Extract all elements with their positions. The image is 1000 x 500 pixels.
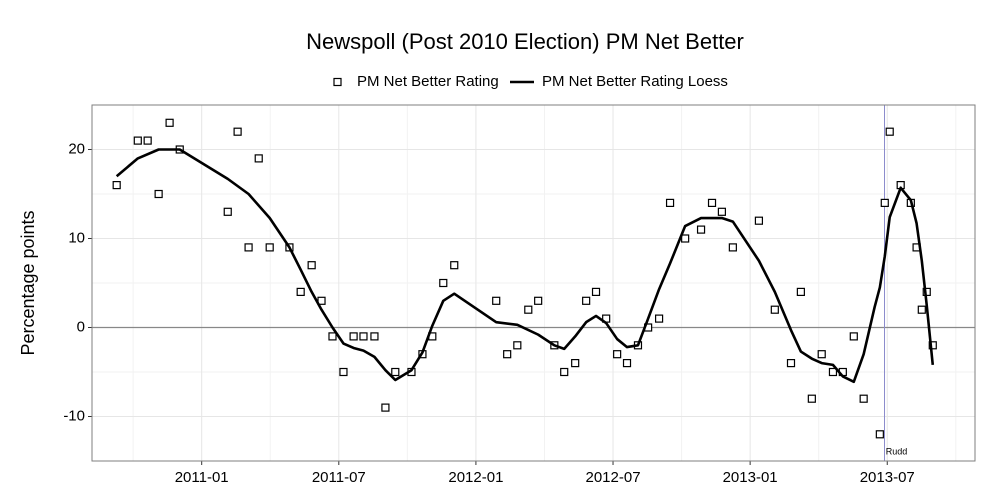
x-tick-label: 2012-07 [585, 469, 640, 486]
point [391, 367, 400, 377]
point [244, 243, 253, 252]
point [254, 154, 263, 163]
point [880, 198, 889, 207]
point [165, 118, 174, 127]
chart-title: Newspoll (Post 2010 Election) PM Net Bet… [306, 29, 744, 54]
point [296, 287, 305, 296]
point [875, 430, 884, 439]
point [307, 261, 316, 270]
point [707, 198, 717, 207]
point [439, 278, 448, 288]
legend-label: PM Net Better Rating [357, 73, 499, 90]
y-tick-label: 10 [68, 229, 85, 246]
point [339, 367, 348, 377]
x-tick-label: 2013-07 [860, 469, 915, 486]
point [917, 305, 926, 314]
point [450, 261, 459, 270]
point [112, 181, 121, 190]
point [534, 296, 543, 305]
point [133, 136, 142, 145]
point [786, 359, 796, 368]
point [654, 314, 664, 323]
y-axis-label: Percentage points [18, 210, 38, 355]
point [817, 350, 826, 359]
point [571, 359, 580, 368]
point [503, 350, 512, 359]
point [591, 287, 601, 296]
x-tick-label: 2013-01 [723, 469, 778, 486]
annotation-label: Rudd [886, 446, 908, 456]
y-tick-label: 0 [77, 318, 85, 335]
point [359, 332, 368, 341]
legend-label: PM Net Better Rating Loess [542, 73, 728, 90]
point [560, 367, 569, 377]
point [582, 296, 591, 305]
point [349, 332, 358, 341]
x-tick-label: 2011-01 [175, 469, 229, 486]
point [622, 359, 632, 368]
point [265, 243, 274, 252]
loess-line [115, 148, 935, 384]
point [770, 305, 779, 314]
point [885, 127, 894, 136]
plot-border [91, 104, 976, 462]
point [807, 394, 816, 403]
y-tick-label: -10 [63, 407, 85, 424]
point [728, 243, 737, 252]
point [696, 225, 706, 234]
x-tick-label: 2012-01 [448, 469, 503, 486]
point [754, 216, 764, 225]
point [613, 350, 622, 359]
point [928, 341, 937, 350]
point [665, 198, 675, 207]
point [370, 332, 379, 341]
point [513, 341, 522, 350]
point [223, 207, 232, 216]
point [381, 403, 390, 412]
point [524, 305, 533, 314]
point [859, 394, 868, 403]
point [154, 189, 163, 199]
point [828, 367, 838, 377]
point [143, 136, 152, 145]
point [328, 332, 337, 341]
point [849, 332, 858, 341]
point [796, 287, 805, 296]
point [233, 127, 242, 136]
point [681, 234, 690, 243]
point [717, 207, 726, 216]
y-tick-label: 20 [68, 140, 85, 157]
x-tick-label: 2011-07 [312, 469, 366, 486]
legend-marker [333, 77, 342, 87]
point [492, 296, 501, 305]
